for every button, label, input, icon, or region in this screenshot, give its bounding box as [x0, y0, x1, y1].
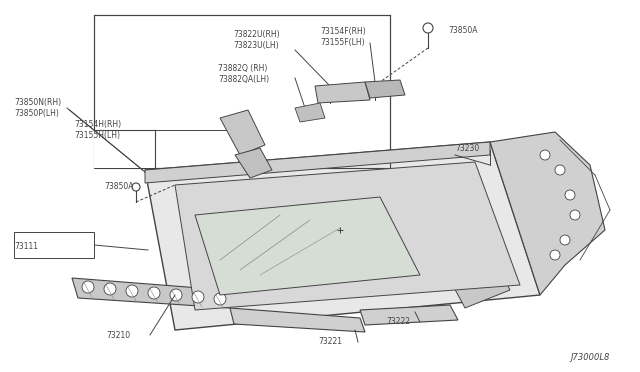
FancyBboxPatch shape [14, 232, 94, 258]
Circle shape [170, 289, 182, 301]
Text: 73850A: 73850A [104, 182, 134, 190]
FancyBboxPatch shape [94, 15, 390, 168]
Polygon shape [230, 308, 365, 332]
Text: 73850A: 73850A [448, 26, 477, 35]
Circle shape [550, 250, 560, 260]
Polygon shape [490, 132, 605, 295]
Circle shape [570, 210, 580, 220]
Text: 73222: 73222 [386, 317, 410, 327]
Polygon shape [195, 197, 420, 295]
Text: 73221: 73221 [318, 337, 342, 346]
Polygon shape [450, 260, 510, 308]
Polygon shape [315, 82, 370, 103]
Circle shape [565, 190, 575, 200]
Circle shape [214, 293, 226, 305]
Polygon shape [360, 305, 458, 325]
Polygon shape [220, 110, 265, 155]
Circle shape [82, 281, 94, 293]
Text: 73111: 73111 [14, 241, 38, 250]
Polygon shape [145, 142, 540, 330]
Polygon shape [175, 162, 520, 310]
Polygon shape [94, 130, 155, 168]
Polygon shape [72, 278, 230, 308]
Circle shape [540, 150, 550, 160]
Circle shape [104, 283, 116, 295]
Text: 73822U(RH)
73823U(LH): 73822U(RH) 73823U(LH) [233, 30, 280, 50]
Circle shape [126, 285, 138, 297]
Circle shape [560, 235, 570, 245]
Polygon shape [235, 148, 272, 178]
Circle shape [148, 287, 160, 299]
Circle shape [423, 23, 433, 33]
Circle shape [192, 291, 204, 303]
Polygon shape [365, 80, 405, 98]
Polygon shape [145, 142, 490, 183]
Text: 73154F(RH)
73155F(LH): 73154F(RH) 73155F(LH) [320, 27, 365, 47]
Circle shape [132, 183, 140, 191]
Text: 73850N(RH)
73850P(LH): 73850N(RH) 73850P(LH) [14, 98, 61, 118]
Text: J73000L8: J73000L8 [570, 353, 609, 362]
Polygon shape [295, 103, 325, 122]
Text: 73154H(RH)
73155H(LH): 73154H(RH) 73155H(LH) [74, 120, 121, 140]
Text: 73210: 73210 [106, 330, 130, 340]
Circle shape [555, 165, 565, 175]
Text: 73230: 73230 [455, 144, 479, 153]
Text: 73882Q (RH)
73882QA(LH): 73882Q (RH) 73882QA(LH) [218, 64, 269, 84]
